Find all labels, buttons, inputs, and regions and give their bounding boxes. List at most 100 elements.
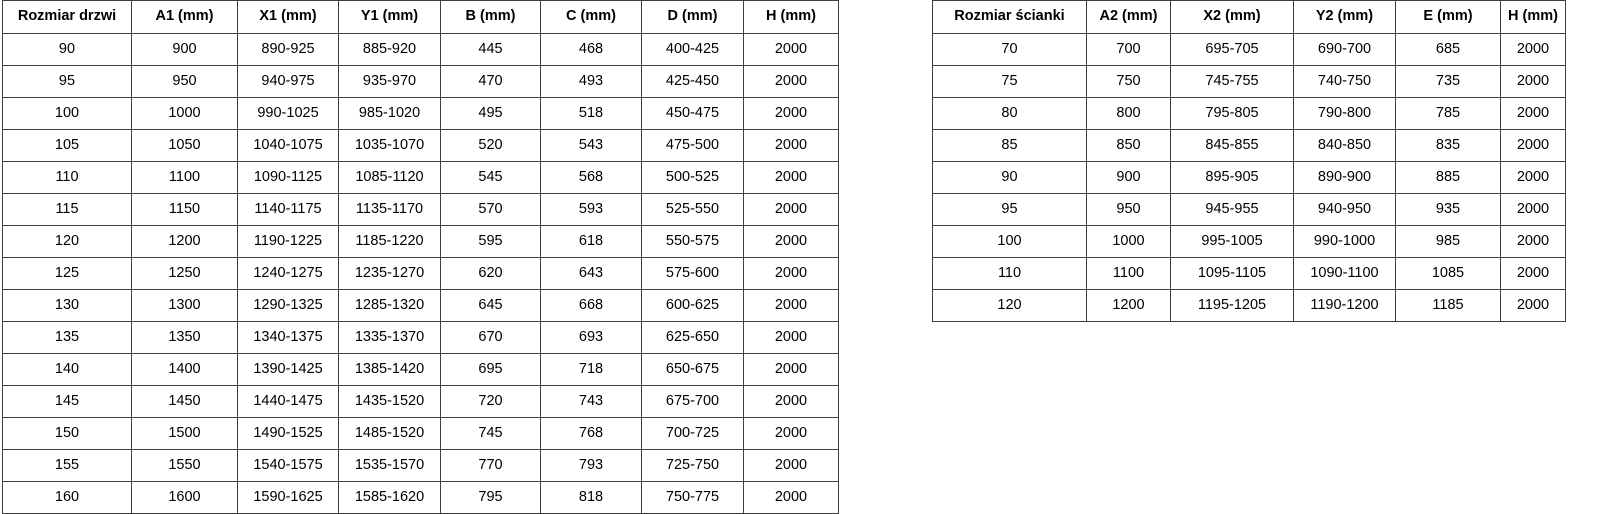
table-row: 125 1250 1240-1275 1235-1270 620 643 575-600 20… [2,257,839,290]
table-cell: 518 [540,97,642,130]
table-cell: 700-725 [641,417,744,450]
table-cell: 1390-1425 [237,353,339,386]
table-cell: 990-1025 [237,97,339,130]
table-cell: 720 [440,385,541,418]
table-cell: 545 [440,161,541,194]
table-cell: 1095-1105 [1170,257,1294,290]
table-cell: 795 [440,481,541,514]
table-cell: 800 [1086,97,1171,130]
table-cell: 995-1005 [1170,225,1294,258]
table-row: 85 850 845-855 840-850 835 2000 [932,129,1566,162]
table-row: 90 900 890-925 885-920 445 468 400-425 2000 [2,33,839,66]
table-cell: 1550 [131,449,238,482]
table-cell: 160 [2,481,132,514]
table-cell: 750 [1086,65,1171,98]
table-cell: 2000 [743,353,839,386]
table-cell: 1185-1220 [338,225,441,258]
table-cell: 645 [440,289,541,322]
table-row: 80 800 795-805 790-800 785 2000 [932,97,1566,130]
table-cell: 2000 [1500,289,1566,322]
table-cell: 105 [2,129,132,162]
table-cell: 850 [1086,129,1171,162]
table-row: 135 1350 1340-1375 1335-1370 670 693 625-650 20… [2,321,839,354]
table-cell: 650-675 [641,353,744,386]
door-column-header-4: B (mm) [440,0,541,34]
table-cell: 543 [540,129,642,162]
table-cell: 90 [932,161,1087,194]
table-cell: 1085-1120 [338,161,441,194]
table-cell: 95 [2,65,132,98]
table-cell: 1090-1100 [1293,257,1396,290]
table-cell: 425-450 [641,65,744,98]
table-row: 100 1000 995-1005 990-1000 985 2000 [932,225,1566,258]
table-cell: 840-850 [1293,129,1396,162]
table-cell: 115 [2,193,132,226]
wall-table-body: 70 700 695-705 690-700 685 2000 75 750 745-755 74… [932,33,1566,322]
table-cell: 2000 [743,65,839,98]
table-cell: 450-475 [641,97,744,130]
table-cell: 695-705 [1170,33,1294,66]
table-row: 105 1050 1040-1075 1035-1070 520 543 475-500 20… [2,129,839,162]
table-cell: 745-755 [1170,65,1294,98]
table-cell: 155 [2,449,132,482]
table-row: 95 950 940-975 935-970 470 493 425-450 2000 [2,65,839,98]
table-cell: 1100 [1086,257,1171,290]
table-cell: 1100 [131,161,238,194]
table-row: 145 1450 1440-1475 1435-1520 720 743 675-700 20… [2,385,839,418]
table-cell: 110 [2,161,132,194]
door-dimensions-table: Rozmiar drzwi A1 (mm) X1 (mm) Y1 (mm) B (mm)… [2,0,839,514]
table-cell: 1185 [1395,289,1501,322]
table-cell: 575-600 [641,257,744,290]
wall-column-header-0: Rozmiar ścianki [932,0,1087,34]
table-cell: 718 [540,353,642,386]
table-cell: 1000 [131,97,238,130]
table-cell: 1140-1175 [237,193,339,226]
table-cell: 120 [932,289,1087,322]
door-column-header-0: Rozmiar drzwi [2,0,132,34]
table-row: 155 1550 1540-1575 1535-1570 770 793 725-750 20… [2,449,839,482]
table-cell: 1340-1375 [237,321,339,354]
table-cell: 743 [540,385,642,418]
table-cell: 740-750 [1293,65,1396,98]
table-cell: 1085 [1395,257,1501,290]
table-cell: 935-970 [338,65,441,98]
wall-column-header-1: A2 (mm) [1086,0,1171,34]
table-cell: 890-925 [237,33,339,66]
table-cell: 75 [932,65,1087,98]
table-cell: 475-500 [641,129,744,162]
table-cell: 1090-1125 [237,161,339,194]
table-cell: 835 [1395,129,1501,162]
table-cell: 795-805 [1170,97,1294,130]
table-cell: 2000 [1500,129,1566,162]
table-cell: 785 [1395,97,1501,130]
table-cell: 675-700 [641,385,744,418]
table-cell: 1435-1520 [338,385,441,418]
table-cell: 600-625 [641,289,744,322]
table-cell: 2000 [743,481,839,514]
table-cell: 845-855 [1170,129,1294,162]
table-cell: 2000 [743,321,839,354]
table-cell: 570 [440,193,541,226]
table-cell: 80 [932,97,1087,130]
table-cell: 2000 [1500,257,1566,290]
table-cell: 1200 [131,225,238,258]
table-cell: 940-950 [1293,193,1396,226]
table-cell: 2000 [743,129,839,162]
wall-column-header-4: E (mm) [1395,0,1501,34]
table-cell: 818 [540,481,642,514]
door-column-header-2: X1 (mm) [237,0,339,34]
table-cell: 1250 [131,257,238,290]
table-cell: 685 [1395,33,1501,66]
table-cell: 790-800 [1293,97,1396,130]
table-cell: 110 [932,257,1087,290]
table-cell: 690-700 [1293,33,1396,66]
table-cell: 1040-1075 [237,129,339,162]
table-cell: 468 [540,33,642,66]
table-cell: 150 [2,417,132,450]
table-cell: 625-650 [641,321,744,354]
table-cell: 120 [2,225,132,258]
table-cell: 750-775 [641,481,744,514]
table-cell: 793 [540,449,642,482]
door-table-body: 90 900 890-925 885-920 445 468 400-425 2000 95 95… [2,33,839,514]
